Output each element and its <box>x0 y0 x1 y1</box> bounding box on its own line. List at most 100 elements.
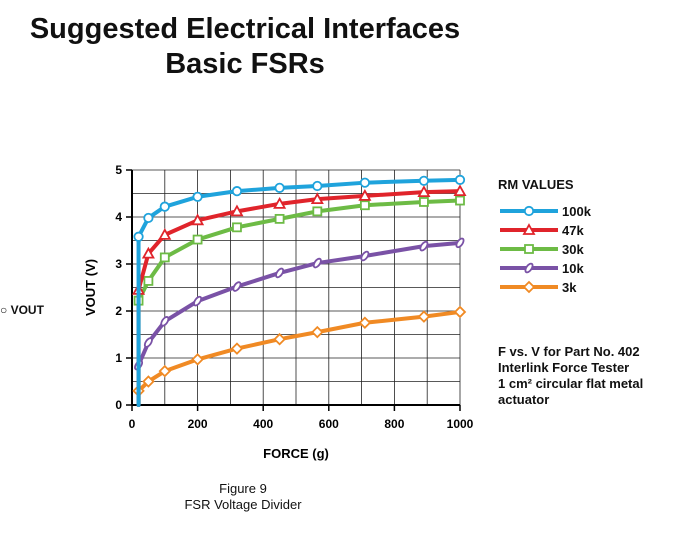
data-point <box>230 204 244 217</box>
data-point <box>159 201 170 212</box>
note-line: actuator <box>498 392 550 407</box>
figure-caption-number: Figure 9 <box>219 481 267 496</box>
data-point <box>274 182 285 193</box>
x-tick-label: 400 <box>253 417 273 431</box>
data-point <box>275 267 285 279</box>
series-10k <box>134 237 465 407</box>
legend-marker <box>523 205 535 217</box>
data-point <box>192 191 203 202</box>
data-point <box>232 222 242 233</box>
data-point <box>417 310 431 323</box>
y-tick-label: 4 <box>115 210 122 224</box>
data-point <box>358 188 372 201</box>
data-point <box>192 234 203 245</box>
data-point <box>311 325 324 339</box>
series-47k <box>132 184 467 407</box>
data-point <box>310 192 324 205</box>
data-point <box>273 196 287 209</box>
y-axis-label: VOUT (V) <box>83 259 98 316</box>
data-point <box>160 316 170 327</box>
legend-title: RM VALUES <box>498 177 574 192</box>
data-point <box>158 228 172 240</box>
legend-label: 10k <box>562 260 584 276</box>
data-point <box>359 177 370 188</box>
data-point <box>232 281 242 292</box>
series-30k <box>133 195 465 407</box>
data-point <box>312 257 322 269</box>
legend-label: 100k <box>562 203 591 219</box>
data-point <box>274 213 285 224</box>
data-point <box>159 252 170 263</box>
data-point <box>455 195 465 206</box>
data-point <box>417 185 431 197</box>
legend-swatch <box>500 223 558 235</box>
note-line: Interlink Force Tester <box>498 360 630 375</box>
data-point <box>418 175 430 186</box>
y-tick-label: 0 <box>115 398 122 412</box>
data-point <box>273 332 286 346</box>
data-point <box>419 240 429 252</box>
y-tick-label: 3 <box>115 257 122 271</box>
legend-marker <box>522 280 536 294</box>
series-3k <box>132 305 467 407</box>
data-point <box>143 212 154 224</box>
note-line: F vs. V for Part No. 402 <box>498 344 640 359</box>
series-line <box>136 309 462 407</box>
page-subtitle: Basic FSRs <box>165 48 325 80</box>
vout-clipped-label: ○ VOUT <box>0 303 44 317</box>
data-point <box>133 231 144 242</box>
data-point <box>360 250 370 262</box>
note-line: 1 cm² circular flat metal <box>498 376 644 391</box>
data-point <box>191 353 204 366</box>
x-tick-label: 0 <box>129 417 136 431</box>
page-title: Suggested Electrical Interfaces <box>29 13 461 45</box>
series-line <box>136 198 462 407</box>
data-point <box>312 180 323 192</box>
legend-swatch <box>500 262 558 274</box>
x-tick-label: 1000 <box>447 417 474 431</box>
data-point <box>419 197 429 207</box>
data-point <box>453 184 467 197</box>
legend-item: 100k <box>498 203 591 219</box>
y-tick-label: 1 <box>115 351 122 365</box>
legend-marker <box>524 262 534 274</box>
data-point <box>231 186 243 197</box>
data-point <box>455 237 465 249</box>
data-point <box>193 295 203 307</box>
data-point <box>312 206 323 217</box>
legend-item: 47k <box>498 222 584 238</box>
x-tick-label: 600 <box>319 417 339 431</box>
data-point <box>453 305 467 319</box>
data-point <box>358 316 372 330</box>
legend-swatch <box>500 244 558 254</box>
data-point <box>191 213 205 226</box>
series-100k <box>133 174 466 407</box>
legend-label: 3k <box>562 279 577 295</box>
vout-clipped-label-text: VOUT <box>10 303 44 317</box>
series-line <box>136 240 462 407</box>
x-axis-label: FORCE (g) <box>263 446 329 461</box>
data-point <box>141 246 155 259</box>
x-tick-label: 800 <box>384 417 404 431</box>
data-point <box>158 364 172 378</box>
x-tick-label: 200 <box>188 417 208 431</box>
y-tick-label: 5 <box>115 163 122 177</box>
data-point <box>143 337 153 348</box>
data-point <box>143 276 154 286</box>
y-tick-label: 2 <box>115 304 122 318</box>
legend-item: 10k <box>498 260 584 276</box>
legend-item: 30k <box>498 241 584 257</box>
data-point <box>359 200 370 211</box>
legend-swatch <box>500 280 558 294</box>
figure-caption-title: FSR Voltage Divider <box>184 497 302 512</box>
series-line <box>136 189 462 407</box>
data-point <box>230 342 244 355</box>
legend-swatch <box>500 205 558 217</box>
legend-label: 47k <box>562 222 584 238</box>
data-point <box>454 174 466 185</box>
data-point <box>142 375 155 388</box>
legend-item: 3k <box>498 279 576 295</box>
legend-marker <box>524 244 534 254</box>
legend-marker <box>522 223 536 235</box>
